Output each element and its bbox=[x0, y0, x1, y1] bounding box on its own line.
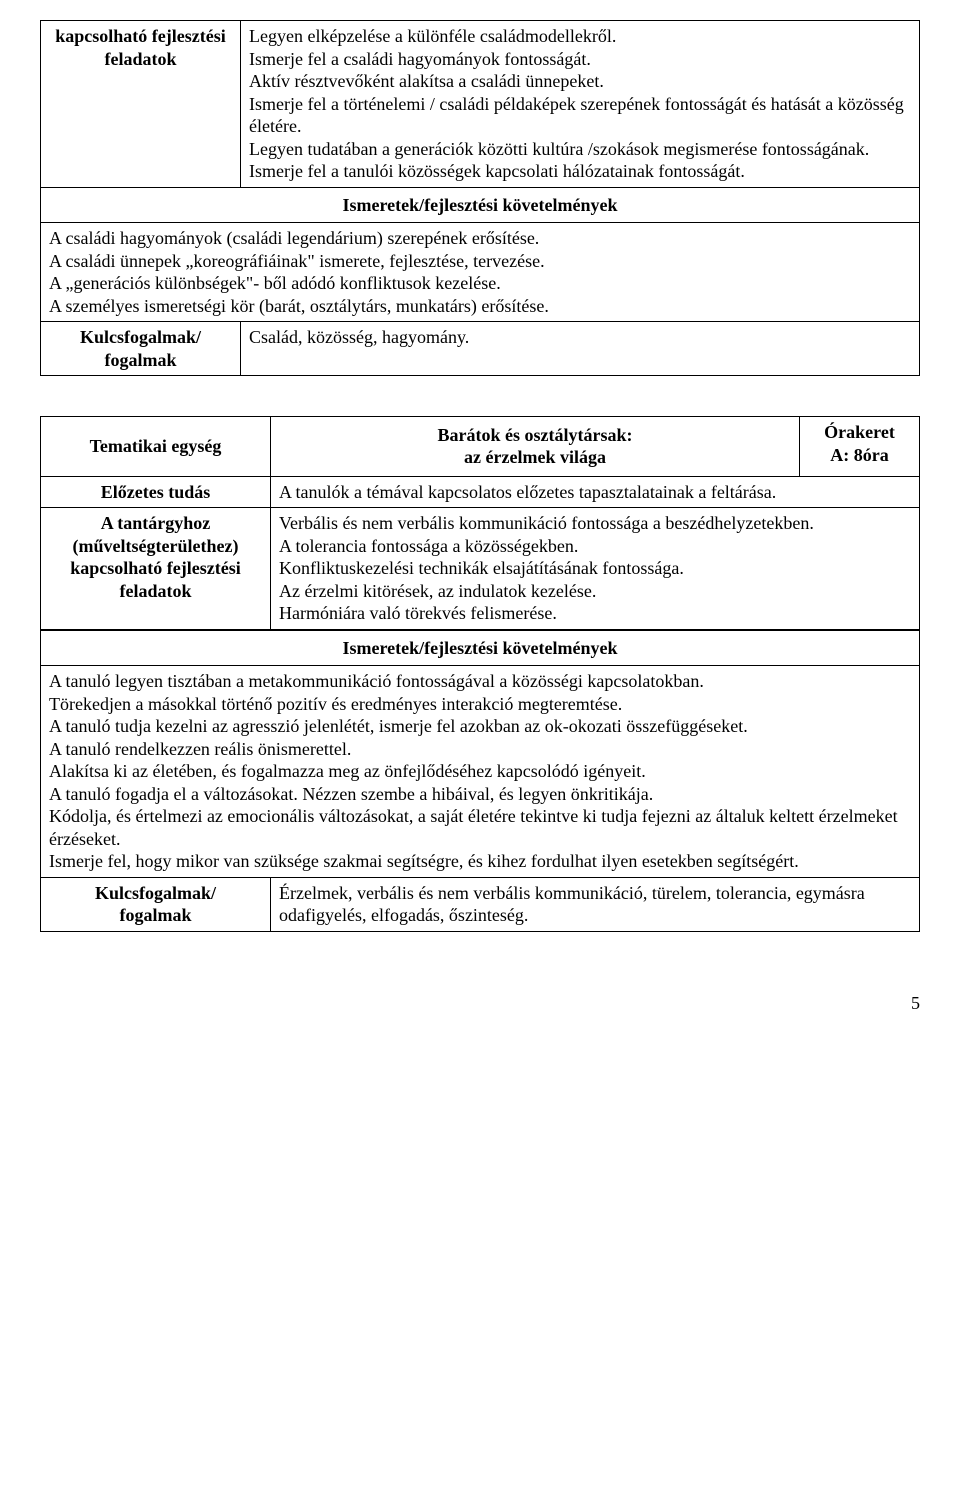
row1-label-cell: kapcsolható fejlesztési feladatok bbox=[41, 21, 241, 188]
content-line: Aktív résztvevőként alakítsa a családi ü… bbox=[249, 70, 911, 93]
table-section-2: Tematikai egység Barátok és osztálytársa… bbox=[40, 416, 920, 932]
body-line: Kódolja, és értelmezi az emocionális vál… bbox=[49, 805, 911, 850]
label-line: Kulcsfogalmak/ bbox=[95, 883, 216, 903]
body-line: A családi ünnepek „koreográfiáinak" isme… bbox=[49, 250, 911, 273]
body-line: A családi hagyományok (családi legendári… bbox=[49, 227, 911, 250]
tan-content-cell: Verbális és nem verbális kommunikáció fo… bbox=[271, 508, 920, 630]
label-line: A tantárgyhoz bbox=[101, 513, 211, 533]
content-line: Konfliktuskezelési technikák elsajátítás… bbox=[279, 557, 911, 580]
body-line: A „generációs különbségek"- ből adódó ko… bbox=[49, 272, 911, 295]
body-line: Ismerje fel, hogy mikor van szüksége sza… bbox=[49, 850, 911, 873]
kulcs-label-cell: Kulcsfogalmak/ fogalmak bbox=[41, 322, 241, 376]
body-cell-2: A tanuló legyen tisztában a metakommunik… bbox=[41, 666, 920, 878]
body-line: A tanuló tudja kezelni az agresszió jele… bbox=[49, 715, 911, 738]
topic-cell: Barátok és osztálytársak: az érzelmek vi… bbox=[271, 417, 800, 477]
topic-line: Barátok és osztálytársak: bbox=[438, 425, 633, 445]
label-line: kapcsolható fejlesztési bbox=[55, 26, 225, 46]
label-line: kapcsolható fejlesztési bbox=[70, 558, 240, 578]
content-line: Legyen elképzelése a különféle családmod… bbox=[249, 25, 911, 48]
kulcs2-label-cell: Kulcsfogalmak/ fogalmak bbox=[41, 877, 271, 931]
body-line: Törekedjen a másokkal történő pozitív és… bbox=[49, 693, 911, 716]
subheader-cell-2: Ismeretek/fejlesztési követelmények bbox=[41, 630, 920, 666]
topic-line: az érzelmek világa bbox=[464, 447, 606, 467]
label-line: feladatok bbox=[120, 581, 192, 601]
elozetes-label-cell: Előzetes tudás bbox=[41, 476, 271, 508]
content-line: Harmóniára való törekvés felismerése. bbox=[279, 602, 911, 625]
label-line: fogalmak bbox=[105, 350, 177, 370]
content-line: Ismerje fel a családi hagyományok fontos… bbox=[249, 48, 911, 71]
body-cell: A családi hagyományok (családi legendári… bbox=[41, 223, 920, 322]
page-number: 5 bbox=[40, 992, 920, 1015]
tan-label-cell: A tantárgyhoz (műveltségterülethez) kapc… bbox=[41, 508, 271, 630]
label-line: (műveltségterülethez) bbox=[73, 536, 239, 556]
content-line: A tolerancia fontossága a közösségekben. bbox=[279, 535, 911, 558]
tematikai-label-cell: Tematikai egység bbox=[41, 417, 271, 477]
content-line: Verbális és nem verbális kommunikáció fo… bbox=[279, 512, 911, 535]
hours-cell: Órakeret A: 8óra bbox=[800, 417, 920, 477]
subheader-cell: Ismeretek/fejlesztési követelmények bbox=[41, 187, 920, 223]
body-line: A tanuló rendelkezzen reális önismerette… bbox=[49, 738, 911, 761]
label-line: feladatok bbox=[105, 49, 177, 69]
body-line: Alakítsa ki az életében, és fogalmazza m… bbox=[49, 760, 911, 783]
table-section-1: kapcsolható fejlesztési feladatok Legyen… bbox=[40, 20, 920, 376]
kulcs-value-cell: Család, közösség, hagyomány. bbox=[241, 322, 920, 376]
content-line: Ismerje fel a tanulói közösségek kapcsol… bbox=[249, 160, 911, 183]
hours-line: A: 8óra bbox=[830, 445, 888, 465]
body-line: A tanuló legyen tisztában a metakommunik… bbox=[49, 670, 911, 693]
content-line: Az érzelmi kitörések, az indulatok kezel… bbox=[279, 580, 911, 603]
row1-content-cell: Legyen elképzelése a különféle családmod… bbox=[241, 21, 920, 188]
kulcs2-value-cell: Érzelmek, verbális és nem verbális kommu… bbox=[271, 877, 920, 931]
content-line: Legyen tudatában a generációk közötti ku… bbox=[249, 138, 911, 161]
elozetes-value-cell: A tanulók a témával kapcsolatos előzetes… bbox=[271, 476, 920, 508]
body-line: A tanuló fogadja el a változásokat. Nézz… bbox=[49, 783, 911, 806]
body-line: A személyes ismeretségi kör (barát, oszt… bbox=[49, 295, 911, 318]
label-line: fogalmak bbox=[120, 905, 192, 925]
content-line: Ismerje fel a történelemi / családi péld… bbox=[249, 93, 911, 138]
hours-line: Órakeret bbox=[824, 422, 895, 442]
label-line: Kulcsfogalmak/ bbox=[80, 327, 201, 347]
